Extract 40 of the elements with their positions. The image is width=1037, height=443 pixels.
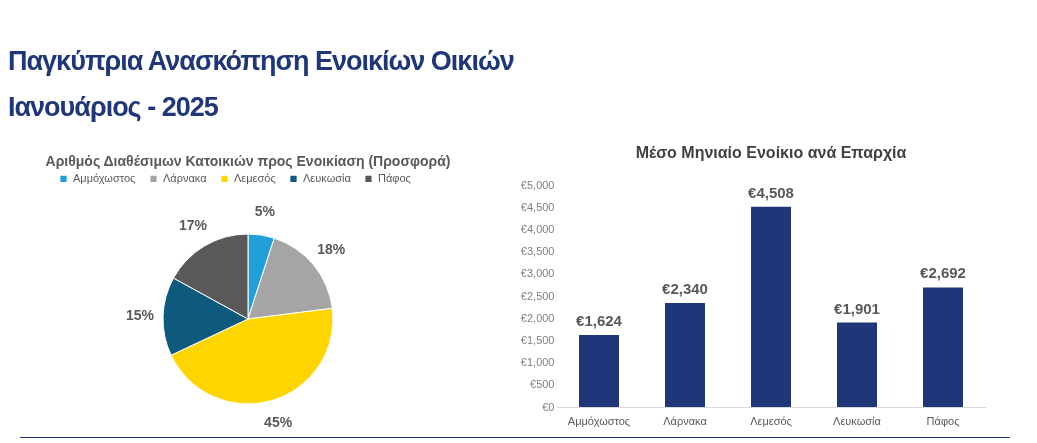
text: Παγκύπρια Ανασκόπηση Ενοικίων Οικιών (8, 45, 514, 78)
data-label: 18% (317, 241, 346, 258)
y-tick-label: €2,000 (520, 311, 555, 324)
y-tick-label: €1,500 (520, 333, 555, 346)
data-label: 5% (254, 203, 276, 220)
bar (923, 287, 963, 407)
y-tick-label: €4,500 (520, 200, 555, 213)
text: €2,692 (920, 264, 966, 282)
text: €1,901 (834, 299, 880, 317)
x-tick-label: Λάρνακα (663, 414, 708, 427)
text: €1,624 (576, 311, 622, 329)
y-tick-label: €500 (530, 378, 555, 391)
y-tick-label: €0 (542, 400, 555, 413)
data-label: 15% (126, 306, 155, 323)
x-tick-label: Αμμόχωστος (567, 414, 631, 427)
legend-label: Λεμεσός (234, 171, 276, 184)
chart-title: Αριθμός Διαθέσιμων Κατοικιών προς Ενοικίαση (Προσφορά) (45, 153, 451, 169)
y-tick-label: €3,000 (520, 267, 555, 280)
data-label: 45% (264, 413, 293, 430)
y-tick-label: €3,500 (520, 245, 555, 258)
text: €2,340 (662, 280, 708, 298)
text: Ιανουάριος - 2025 (8, 91, 219, 124)
y-tick-label: €2,500 (520, 289, 555, 302)
x-tick-label: Λευκωσία (833, 414, 882, 427)
legend-label: Λάρνακα (163, 171, 208, 184)
data-label: 17% (179, 217, 208, 234)
bar (665, 303, 705, 407)
legend-label: Αμμόχωστος (73, 171, 136, 184)
legend-label: Λευκωσία (303, 171, 352, 184)
bar (579, 334, 619, 407)
bar (751, 206, 791, 407)
y-tick-label: €4,000 (520, 222, 555, 235)
x-tick-label: Λεμεσός (750, 414, 792, 427)
x-tick-label: Πάφος (926, 414, 960, 427)
legend-label: Πάφος (378, 171, 411, 184)
y-tick-label: €1,000 (520, 356, 555, 369)
y-tick-label: €5,000 (520, 178, 555, 191)
text: €4,508 (748, 183, 794, 201)
chart-title: Μέσο Μηνιαίο Ενοίκιο ανά Επαρχία (635, 144, 907, 161)
bar (837, 322, 877, 407)
